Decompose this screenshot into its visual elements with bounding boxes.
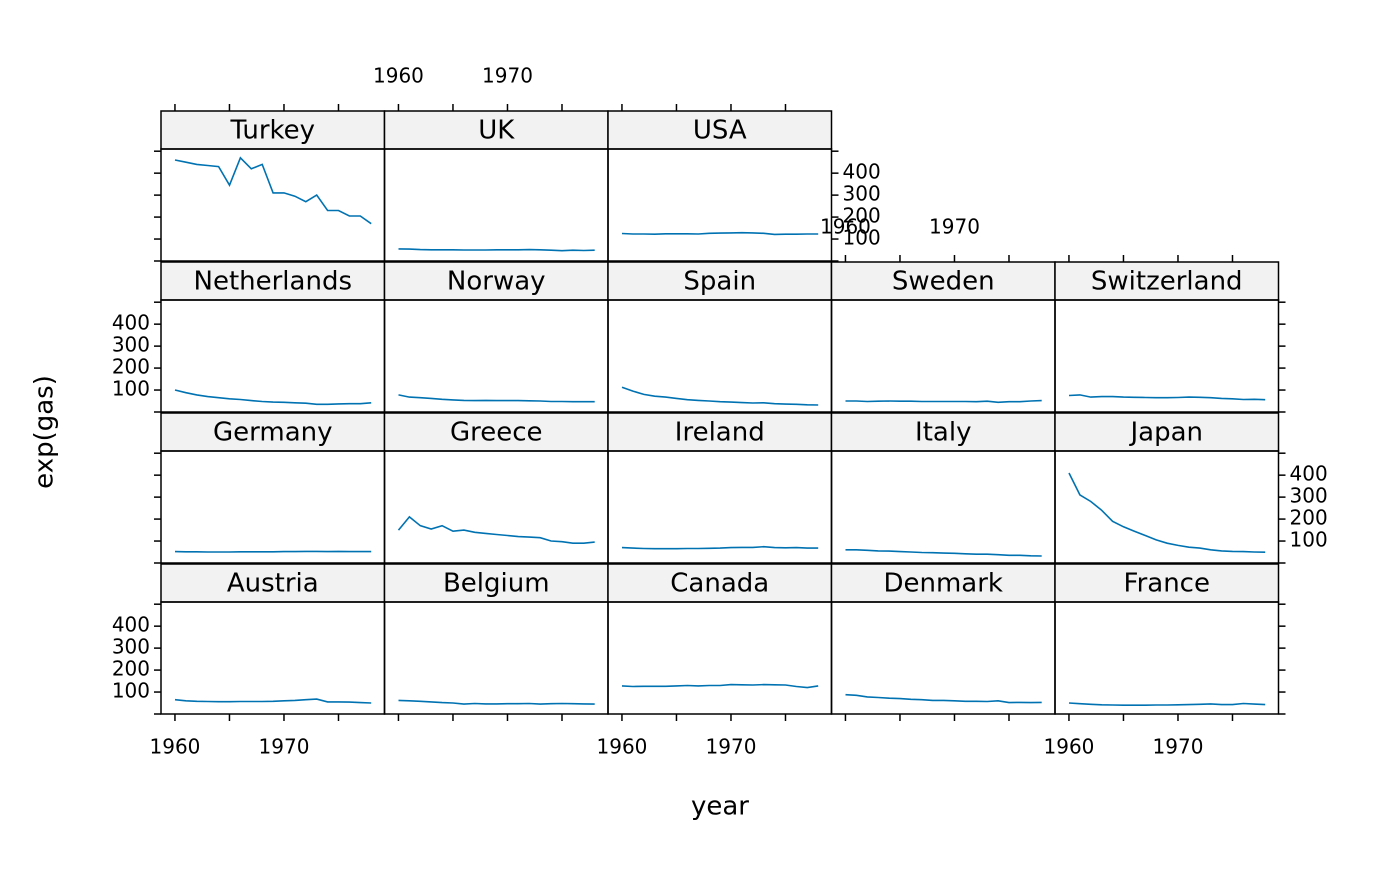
y-tick-label: 100 bbox=[843, 226, 881, 250]
strip bbox=[1054, 412, 1280, 452]
strip-label: Norway bbox=[447, 267, 546, 297]
data-line bbox=[398, 248, 595, 252]
data-line bbox=[174, 550, 372, 553]
strip bbox=[830, 563, 1056, 603]
data-line bbox=[845, 693, 1042, 704]
y-tick-label: 200 bbox=[112, 657, 150, 681]
panel bbox=[160, 601, 386, 715]
y-tick-label: 300 bbox=[843, 182, 881, 206]
panel bbox=[607, 148, 833, 262]
strip-label: Ireland bbox=[675, 418, 765, 448]
panel bbox=[1054, 601, 1280, 715]
y-tick-label: 200 bbox=[112, 355, 150, 379]
x-tick-label: 1960 bbox=[597, 735, 648, 759]
x-tick-label: 1970 bbox=[706, 735, 757, 759]
panel bbox=[160, 148, 386, 262]
data-line bbox=[1068, 394, 1266, 401]
data-line bbox=[621, 683, 819, 689]
panel bbox=[830, 450, 1056, 564]
y-tick-label: 300 bbox=[1290, 484, 1328, 508]
panel bbox=[383, 450, 609, 564]
y-tick-label: 100 bbox=[112, 377, 150, 401]
strip-label: Turkey bbox=[229, 116, 315, 146]
strip-label: Netherlands bbox=[194, 267, 353, 297]
strip bbox=[383, 563, 609, 603]
strip bbox=[607, 412, 833, 452]
strip-label: Japan bbox=[1128, 418, 1203, 448]
data-line bbox=[1068, 472, 1266, 553]
x-tick-label: 1960 bbox=[820, 215, 871, 239]
y-tick-label: 100 bbox=[112, 679, 150, 703]
data-line bbox=[174, 389, 372, 406]
strip bbox=[160, 110, 386, 150]
strip bbox=[830, 261, 1056, 301]
strip-label: France bbox=[1124, 569, 1210, 599]
panel bbox=[607, 450, 833, 564]
panel bbox=[383, 299, 609, 413]
data-line bbox=[621, 386, 819, 406]
strip-label: USA bbox=[693, 116, 747, 146]
panel bbox=[1054, 299, 1280, 413]
y-axis-label: exp(gas) bbox=[30, 375, 60, 489]
strip-label: Germany bbox=[213, 418, 333, 448]
x-tick-label: 1960 bbox=[1044, 735, 1095, 759]
panel bbox=[383, 601, 609, 715]
strip-label: Sweden bbox=[892, 267, 995, 297]
panel bbox=[383, 148, 609, 262]
x-axis-label: year bbox=[691, 792, 749, 822]
strip bbox=[160, 563, 386, 603]
data-line bbox=[1068, 702, 1266, 707]
panel bbox=[607, 299, 833, 413]
strip-label: UK bbox=[478, 116, 515, 146]
data-line bbox=[398, 394, 595, 403]
panel bbox=[160, 450, 386, 564]
strip bbox=[1054, 261, 1280, 301]
strip-label: Denmark bbox=[883, 569, 1003, 599]
strip-label: Italy bbox=[915, 418, 971, 448]
y-tick-label: 100 bbox=[1290, 528, 1328, 552]
strip bbox=[607, 563, 833, 603]
strip-label: Spain bbox=[683, 267, 756, 297]
y-tick-label: 400 bbox=[843, 160, 881, 184]
x-tick-label: 1970 bbox=[482, 64, 533, 88]
strip bbox=[160, 261, 386, 301]
x-tick-label: 1960 bbox=[373, 64, 424, 88]
y-tick-label: 200 bbox=[1290, 506, 1328, 530]
strip-label: Austria bbox=[227, 569, 319, 599]
y-tick-label: 300 bbox=[112, 333, 150, 357]
panel bbox=[1054, 450, 1280, 564]
data-line bbox=[397, 515, 595, 545]
panel bbox=[830, 299, 1056, 413]
data-line bbox=[174, 156, 372, 225]
strip-label: Switzerland bbox=[1091, 267, 1243, 297]
y-tick-label: 400 bbox=[112, 613, 150, 637]
data-line bbox=[621, 231, 819, 236]
strip bbox=[160, 412, 386, 452]
y-tick-label: 400 bbox=[112, 311, 150, 335]
data-line bbox=[845, 399, 1042, 404]
data-line bbox=[621, 545, 819, 550]
data-line bbox=[398, 699, 595, 705]
strip bbox=[830, 412, 1056, 452]
x-tick-label: 1970 bbox=[1153, 735, 1204, 759]
data-line bbox=[174, 698, 372, 704]
data-line bbox=[845, 548, 1042, 557]
panel bbox=[607, 601, 833, 715]
x-tick-label: 1970 bbox=[259, 735, 310, 759]
x-tick-label: 1970 bbox=[929, 215, 980, 239]
strip-label: Canada bbox=[670, 569, 769, 599]
strip-label: Greece bbox=[450, 418, 543, 448]
y-tick-label: 200 bbox=[843, 204, 881, 228]
strip-label: Belgium bbox=[443, 569, 550, 599]
x-tick-label: 1960 bbox=[150, 735, 201, 759]
y-tick-label: 400 bbox=[1290, 462, 1328, 486]
y-tick-label: 300 bbox=[112, 635, 150, 659]
